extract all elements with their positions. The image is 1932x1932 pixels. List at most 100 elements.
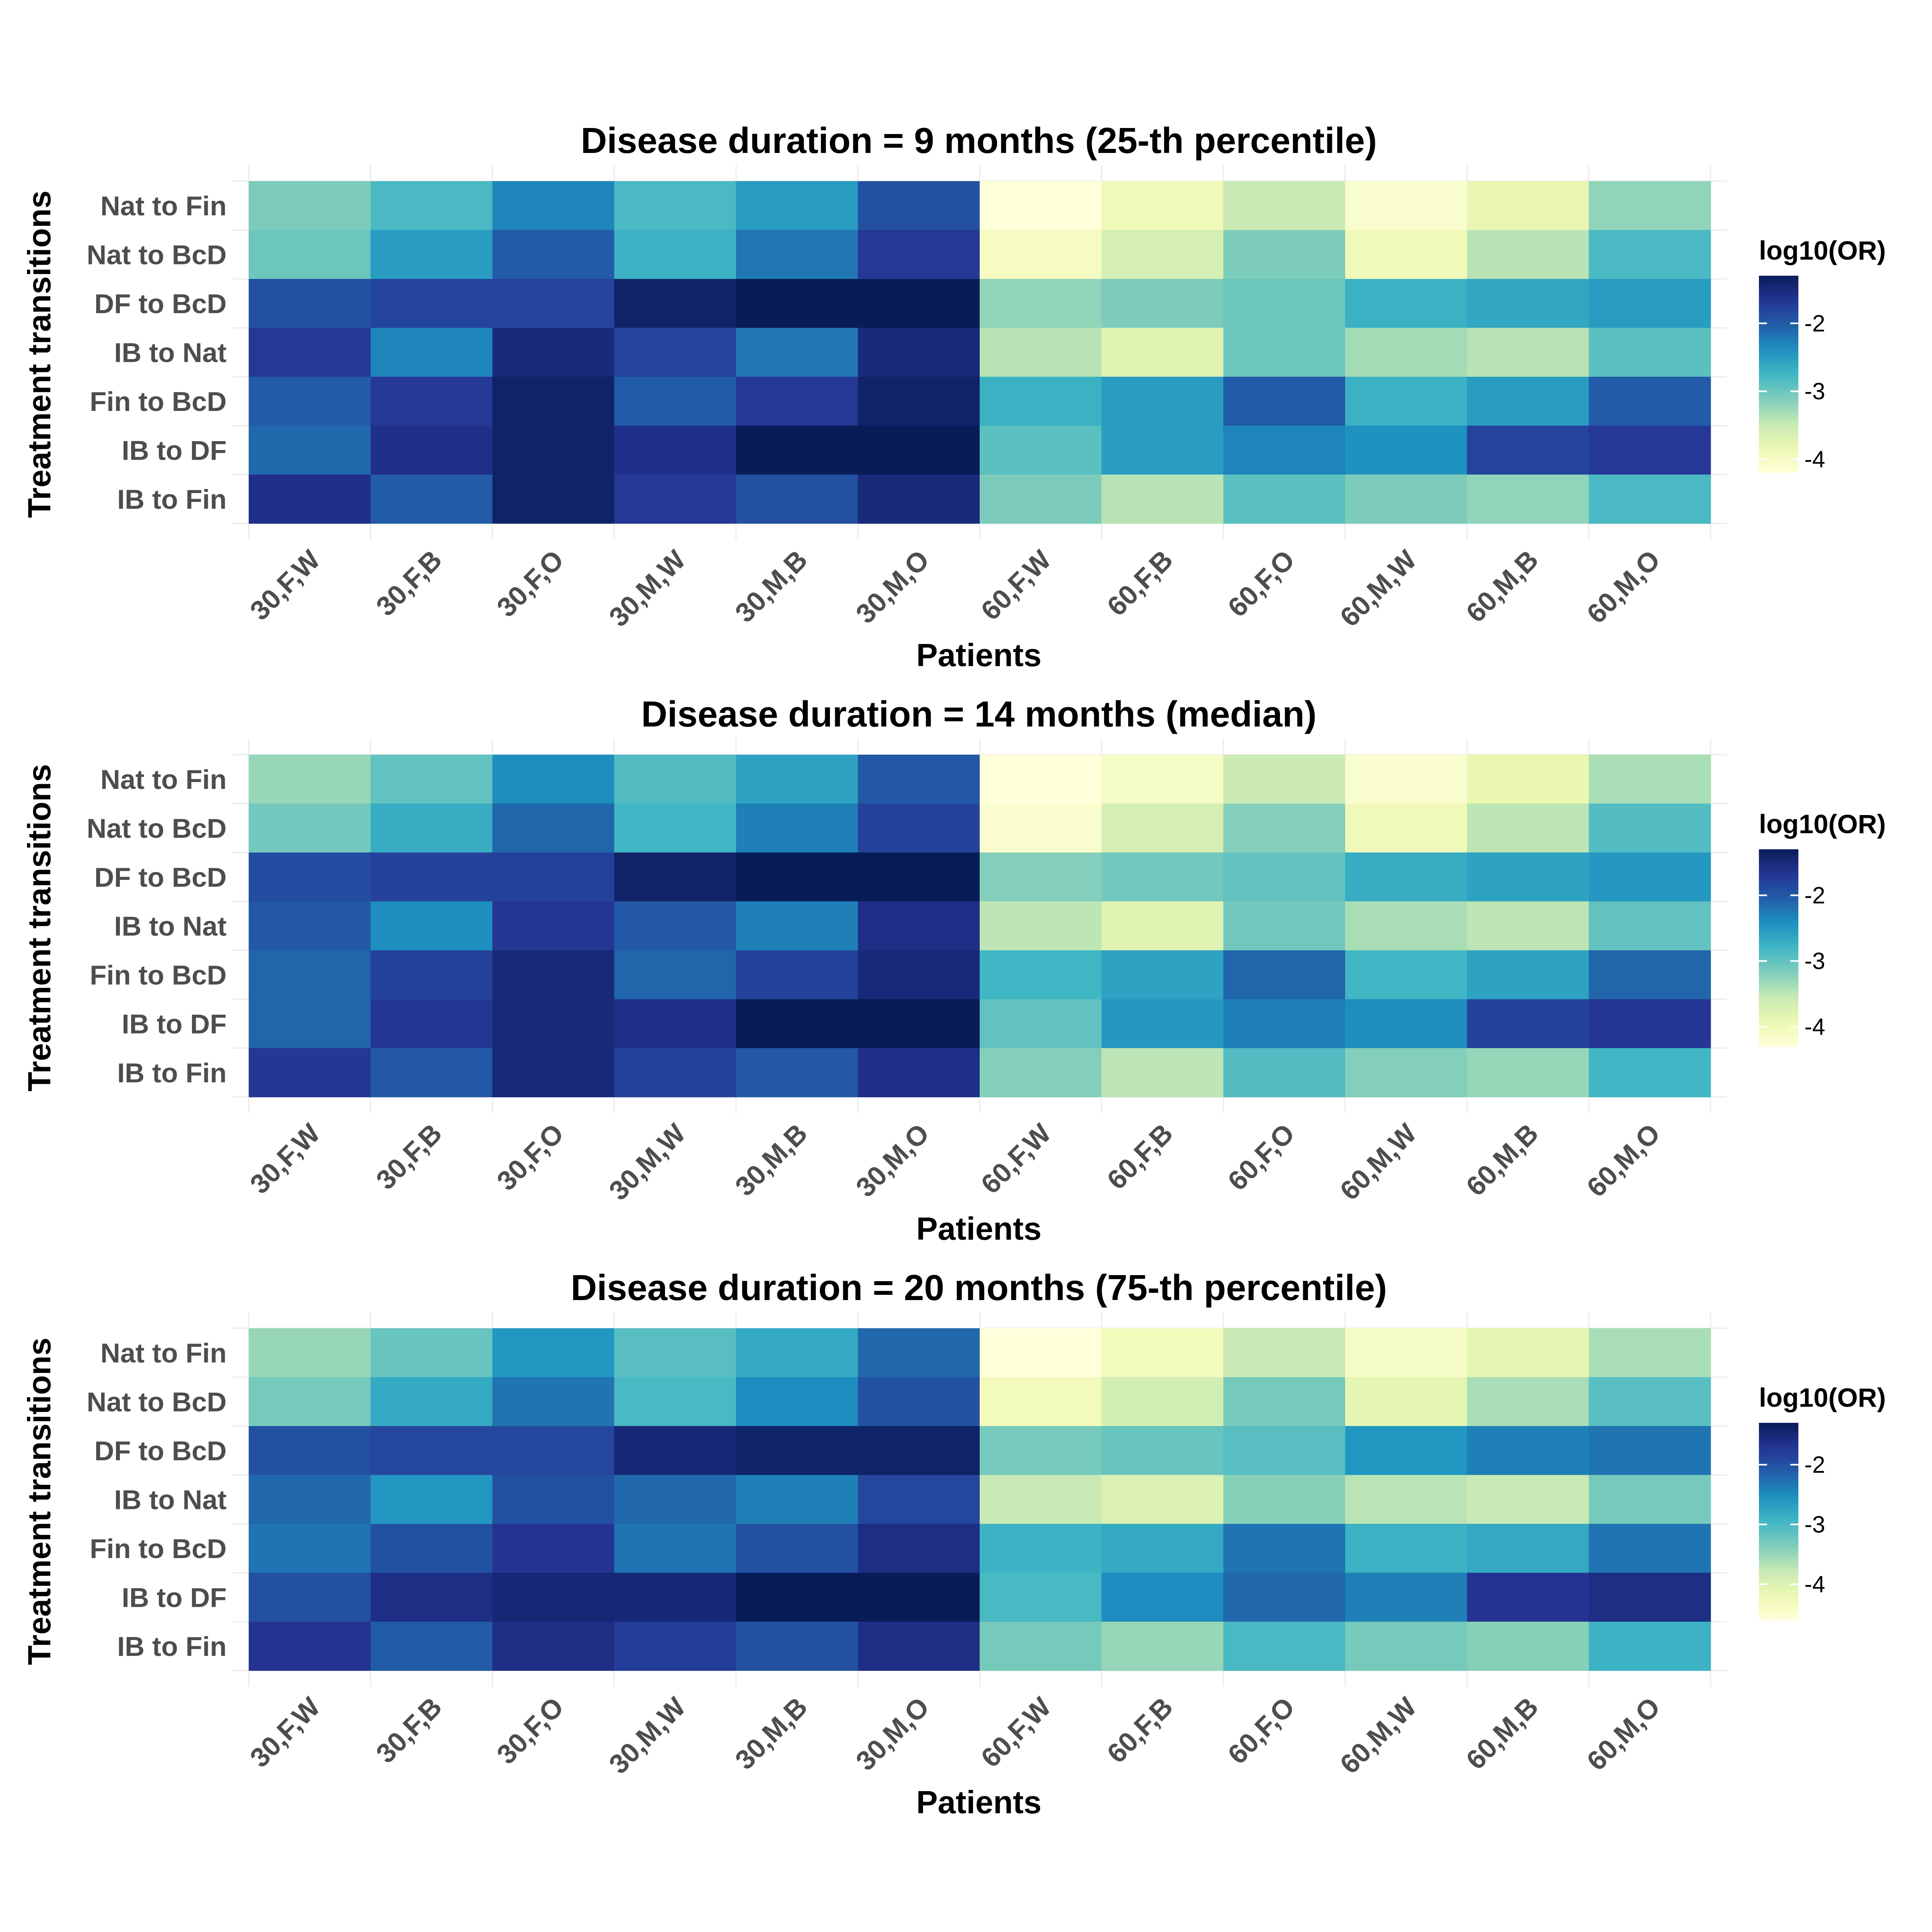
heatmap-cell [492,852,615,902]
heatmap-cell [1467,181,1589,231]
heatmap-cell [1345,1475,1468,1524]
heatmap-cell [1345,803,1468,853]
heatmap-cell [1223,901,1346,951]
heatmap-cell [1223,425,1346,475]
heatmap-cell [614,475,737,524]
heatmap-cell [1223,1328,1346,1378]
heatmap-cell [492,230,615,279]
heatmap-cell [1101,1524,1224,1573]
heatmap-cell [1467,803,1589,853]
heatmap-cell [980,279,1102,328]
heatmap-cell [980,999,1102,1049]
heatmap-cell [1345,901,1468,951]
panel-title: Disease duration = 20 months (75-th perc… [571,1268,1387,1308]
heatmap-cell [858,1377,980,1426]
heatmap-cell [1101,1328,1224,1378]
heatmap-cell [736,950,858,1000]
heatmap-cell [1345,1377,1468,1426]
heatmap-cell [249,1573,371,1622]
heatmap-cell [249,425,371,475]
heatmap-cell [858,1573,980,1622]
heatmap-cell [492,475,615,524]
heatmap-cell [736,999,858,1049]
heatmap-cell [1345,950,1468,1000]
legend-title: log10(OR) [1759,809,1886,839]
heatmap-panel-9-months: Disease duration = 9 months (25-th perce… [21,121,1886,673]
heatmap-cell [980,1573,1102,1622]
heatmap-cell [370,328,493,377]
x-tick-label: 30,F,B [370,1118,448,1195]
heatmap-cell [249,999,371,1049]
heatmap-cell [980,755,1102,804]
color-legend: log10(OR) -4 -3 -2 [1759,1383,1886,1620]
heatmap-cell [249,1048,371,1098]
heatmap-cell [614,999,737,1049]
legend-ticks: -4 -3 -2 [1759,882,1825,1040]
heatmap-cell [1101,475,1224,524]
heatmap-cell [1467,852,1589,902]
heatmap-cell [1467,755,1589,804]
heatmap-cell [249,1475,371,1524]
heatmap-cell [492,1328,615,1378]
heatmap-cell [1101,950,1224,1000]
heatmap-cell [1589,1524,1711,1573]
heatmap-cell [1345,475,1468,524]
heatmap-cell [614,1426,737,1476]
heatmap-cell [370,377,493,426]
heatmap-cell [1467,377,1589,426]
heatmap-cell [1101,279,1224,328]
heatmap-cell [1589,328,1711,377]
y-tick-label: DF to BcD [94,862,227,893]
heatmap-cell [1223,999,1346,1049]
heatmap-cell [858,1622,980,1671]
x-tick-label: 60,M,B [1460,544,1544,628]
heatmap-cell [370,852,493,902]
x-tick-labels: 30,F,W 30,F,B 30,F,O 30,M,W 30,M,B 30,M,O 60,F… [244,1118,1666,1206]
heatmap-cell [980,377,1102,426]
heatmap-cell [858,852,980,902]
heatmap-cell [249,1524,371,1573]
x-tick-label: 60,F,B [1101,1691,1179,1769]
heatmap-cell [492,1048,615,1098]
heatmap-cell [1345,1524,1468,1573]
x-tick-label: 60,F,B [1101,1118,1179,1195]
heatmap-cell [249,328,371,377]
heatmap-cell [858,1328,980,1378]
y-tick-label: IB to Fin [117,1631,227,1662]
x-tick-label: 60,F,W [975,1118,1057,1200]
heatmap-cell [492,1573,615,1622]
x-axis-title: Patients [916,1211,1041,1247]
heatmap-cell [1589,901,1711,951]
heatmap-cell [1101,181,1224,231]
heatmap-cell [1589,377,1711,426]
legend-colorbar [1759,1423,1798,1620]
y-tick-label: IB to Fin [117,1058,227,1088]
heatmap-cell [249,181,371,231]
heatmap-cell [1101,755,1224,804]
heatmap-cell [249,901,371,951]
heatmap-cells [249,1328,1711,1671]
legend-tick-label: -4 [1804,1571,1825,1598]
x-tick-label: 30,M,B [729,1691,813,1775]
panel-title: Disease duration = 14 months (median) [641,694,1317,735]
panel-title: Disease duration = 9 months (25-th perce… [581,121,1377,161]
y-tick-label: Nat to Fin [100,764,227,795]
legend-title: log10(OR) [1759,1383,1886,1412]
heatmap-cell [492,1524,615,1573]
heatmap-cell [492,901,615,951]
x-tick-label: 30,F,W [244,1691,326,1773]
y-tick-label: Nat to BcD [87,813,227,844]
heatmap-cell [492,279,615,328]
heatmap-cell [370,1328,493,1378]
heatmap-cell [858,328,980,377]
heatmap-cell [1223,181,1346,231]
x-tick-label: 30,F,B [370,544,448,622]
heatmap-panel-20-months: Disease duration = 20 months (75-th perc… [21,1268,1886,1820]
heatmap-cell [614,901,737,951]
legend-tick-label: -3 [1804,1511,1825,1538]
legend-tick-label: -3 [1804,378,1825,405]
heatmap-cell [249,475,371,524]
y-tick-label: Fin to BcD [90,1534,227,1564]
y-tick-label: IB to DF [122,1582,227,1613]
